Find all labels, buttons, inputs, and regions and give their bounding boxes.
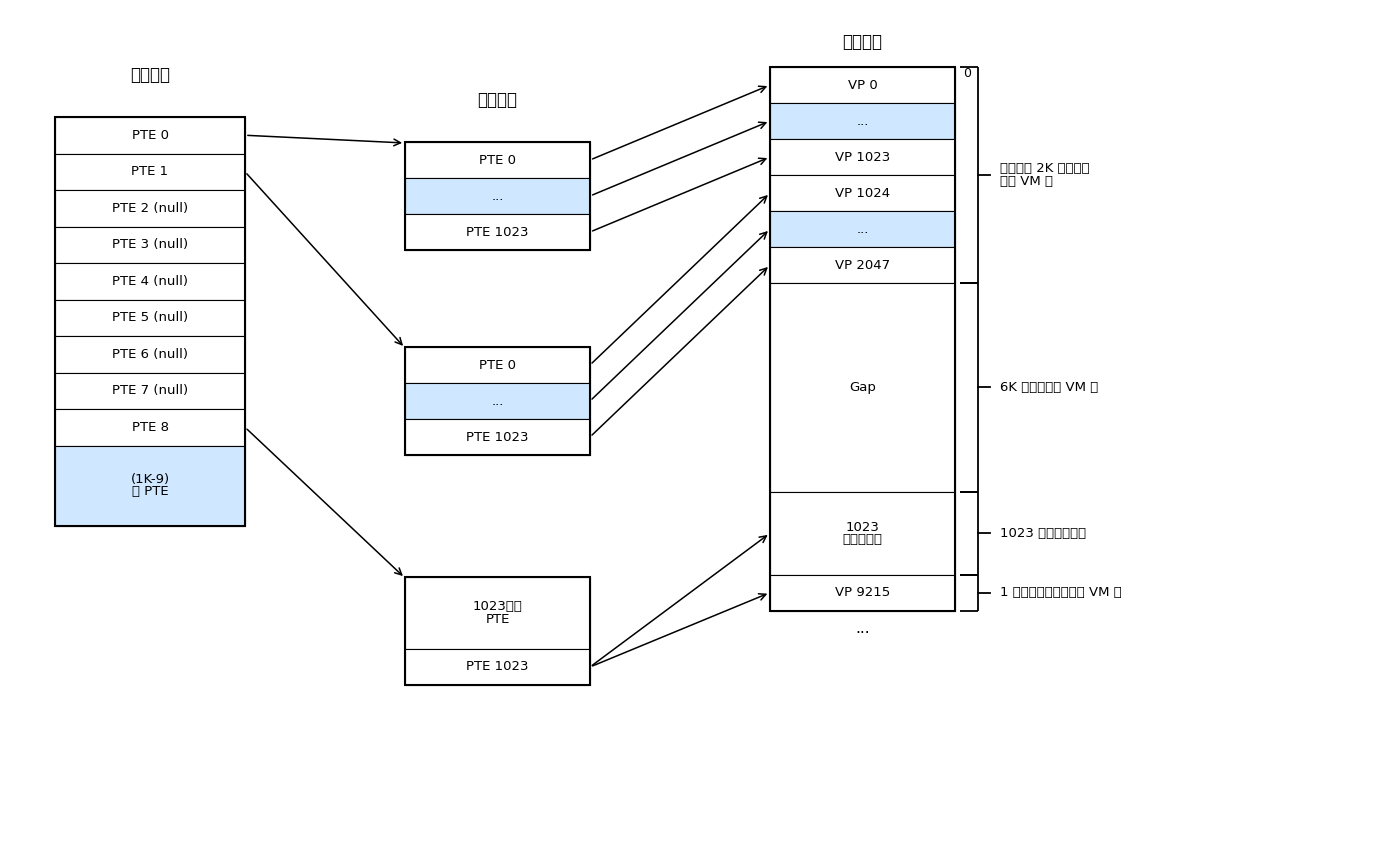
Bar	[405, 347, 591, 383]
Bar	[54, 409, 246, 446]
Bar	[771, 492, 955, 574]
Bar	[771, 139, 955, 175]
Text: ...: ...	[856, 621, 870, 636]
Text: 1023 个未分配的页: 1023 个未分配的页	[1000, 527, 1086, 539]
Bar	[405, 649, 591, 685]
Text: 一级页表: 一级页表	[130, 66, 170, 84]
Bar	[405, 419, 591, 455]
Text: 已分配的 2K 个代码和: 已分配的 2K 个代码和	[1000, 162, 1090, 175]
Text: 虚拟内存: 虚拟内存	[843, 33, 882, 51]
Text: PTE 0: PTE 0	[479, 359, 517, 371]
Bar	[54, 153, 246, 190]
Text: PTE 0: PTE 0	[131, 129, 169, 141]
Bar	[405, 178, 591, 214]
Bar	[771, 247, 955, 283]
Bar	[54, 227, 246, 263]
Bar	[54, 190, 246, 227]
Text: PTE 0: PTE 0	[479, 153, 517, 166]
Bar	[54, 263, 246, 300]
Bar	[771, 175, 955, 211]
Bar	[54, 300, 246, 336]
Bar	[771, 67, 955, 103]
Bar	[405, 214, 591, 250]
Bar	[54, 336, 246, 372]
Text: PTE 4 (null): PTE 4 (null)	[112, 274, 188, 288]
Text: PTE 1023: PTE 1023	[466, 660, 529, 673]
Text: PTE 3 (null): PTE 3 (null)	[112, 239, 188, 251]
Bar	[771, 103, 955, 139]
Text: ...: ...	[856, 222, 868, 235]
Text: PTE 1023: PTE 1023	[466, 430, 529, 444]
Text: PTE 5 (null): PTE 5 (null)	[112, 311, 188, 325]
Text: (1K-9): (1K-9)	[130, 473, 169, 486]
Text: PTE 7 (null): PTE 7 (null)	[112, 384, 188, 397]
Text: VP 0: VP 0	[847, 78, 877, 91]
Text: 1023个空: 1023个空	[473, 601, 522, 613]
Text: 0: 0	[963, 67, 972, 80]
Bar	[54, 446, 246, 526]
Text: ...: ...	[856, 114, 868, 128]
Bar	[405, 347, 591, 455]
Bar	[771, 67, 955, 611]
Bar	[54, 372, 246, 409]
Bar	[405, 577, 591, 649]
Text: VP 2047: VP 2047	[835, 258, 891, 272]
Text: PTE 6 (null): PTE 6 (null)	[112, 348, 188, 360]
Bar	[405, 142, 591, 178]
Text: VP 9215: VP 9215	[835, 586, 891, 599]
Text: 数据 VM 页: 数据 VM 页	[1000, 176, 1053, 188]
Text: ...: ...	[491, 189, 504, 203]
Text: PTE 2 (null): PTE 2 (null)	[112, 202, 188, 215]
Text: Gap: Gap	[849, 381, 875, 394]
Text: 二级页表: 二级页表	[477, 91, 518, 109]
Text: 空 PTE: 空 PTE	[131, 486, 169, 498]
Text: PTE 1023: PTE 1023	[466, 226, 529, 239]
Bar	[405, 577, 591, 685]
Bar	[771, 574, 955, 611]
Text: VP 1023: VP 1023	[835, 151, 891, 164]
Bar	[405, 383, 591, 419]
Text: 未分配的页: 未分配的页	[843, 532, 882, 546]
Bar	[54, 117, 246, 526]
Text: 1 个已分配的用做栈的 VM 页: 1 个已分配的用做栈的 VM 页	[1000, 586, 1122, 599]
Text: VP 1024: VP 1024	[835, 187, 891, 199]
Bar	[405, 142, 591, 250]
Bar	[54, 117, 246, 153]
Text: 1023: 1023	[846, 521, 879, 533]
Text: PTE: PTE	[486, 613, 510, 625]
Bar	[771, 211, 955, 247]
Text: ...: ...	[491, 394, 504, 407]
Text: 6K 个未分配的 VM 页: 6K 个未分配的 VM 页	[1000, 381, 1099, 394]
Text: PTE 1: PTE 1	[131, 165, 169, 178]
Bar	[771, 283, 955, 492]
Text: PTE 8: PTE 8	[131, 421, 169, 434]
